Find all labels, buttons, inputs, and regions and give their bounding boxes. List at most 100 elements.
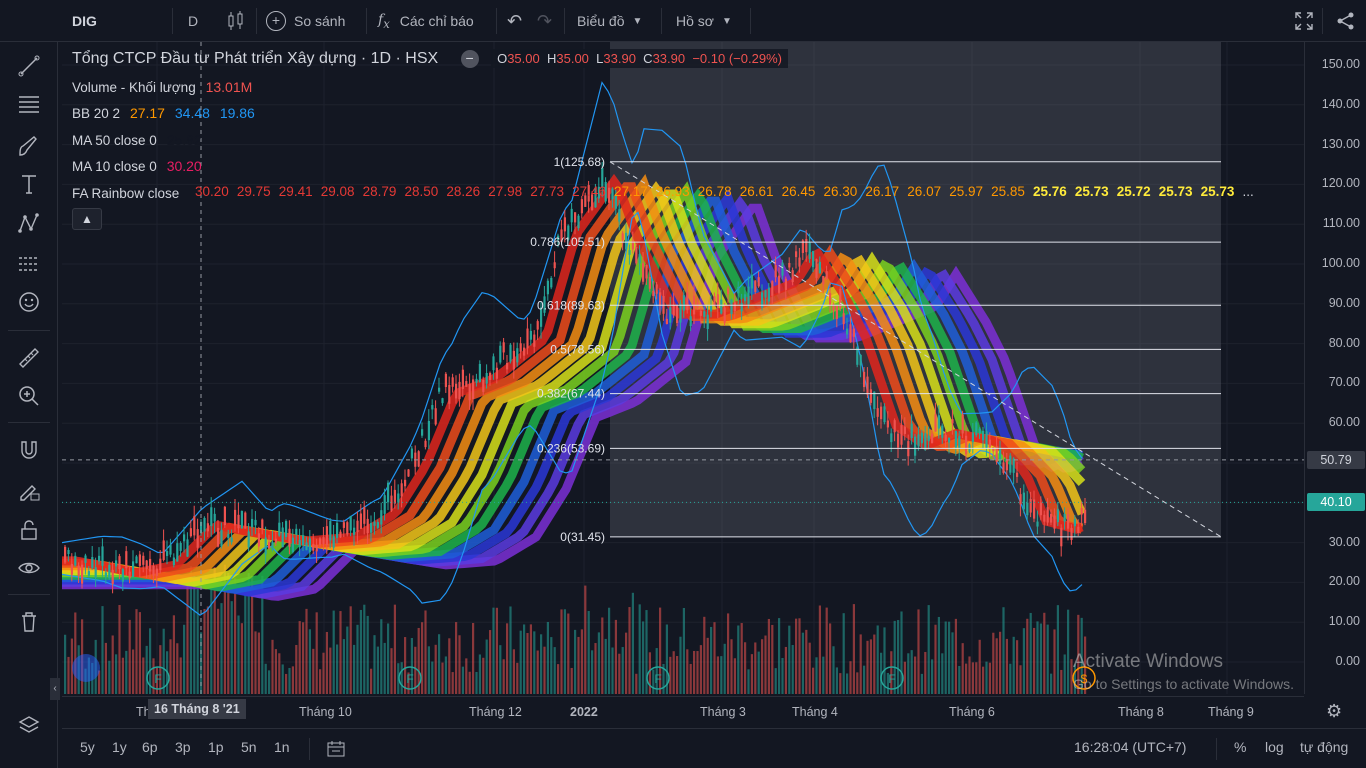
log-toggle[interactable]: log	[1265, 739, 1284, 755]
ma50-legend[interactable]: MA 50 close 0 25.82	[72, 129, 202, 151]
candle-body	[74, 555, 77, 566]
trash-icon[interactable]	[10, 604, 48, 640]
undo-icon[interactable]: ↶	[507, 10, 523, 31]
volume-bar	[852, 604, 855, 694]
volume-bar	[771, 624, 774, 694]
trend-line-icon[interactable]	[10, 48, 48, 84]
range-1n[interactable]: 1n	[274, 739, 290, 755]
range-1y[interactable]: 1y	[112, 739, 127, 755]
volume-bar	[686, 649, 689, 694]
volume-bar	[1050, 673, 1053, 694]
rainbow-value: 26.17	[865, 184, 900, 199]
interval-button[interactable]: D	[188, 13, 199, 29]
clock[interactable]: 16:28:04 (UTC+7)	[1074, 739, 1187, 755]
profile-menu[interactable]: Hồ sơ ▼	[676, 0, 732, 42]
rainbow-legend[interactable]: FA Rainbow close	[72, 182, 179, 204]
volume-bar	[611, 647, 614, 694]
volume-bar	[489, 630, 492, 694]
candle-body	[832, 304, 835, 311]
volume-bar	[414, 646, 417, 694]
price-tick-label: 20.00	[1328, 574, 1360, 589]
volume-bar	[346, 626, 349, 694]
candle-body	[495, 367, 498, 379]
unlock-icon[interactable]	[10, 512, 48, 548]
volume-bar	[567, 613, 570, 694]
toolbar-divider	[750, 8, 751, 34]
volume-bar	[635, 673, 638, 694]
volume-bar	[829, 623, 832, 694]
candle-body	[781, 262, 784, 276]
candle-body	[499, 345, 502, 363]
share-icon[interactable]	[1336, 0, 1356, 42]
range-5y[interactable]: 5y	[80, 739, 95, 755]
volume-bar	[689, 663, 692, 694]
percent-toggle[interactable]: %	[1234, 739, 1247, 755]
time-axis[interactable]: ⚙ Th Tháng 10 Tháng 12 2022 Tháng 3 Tháng 4 Th…	[62, 696, 1342, 726]
price-tick-label: 70.00	[1328, 375, 1360, 390]
fib-retracement-icon[interactable]	[10, 86, 48, 122]
chart-settings-icon[interactable]: ⚙	[1326, 701, 1343, 721]
volume-bar	[730, 639, 733, 694]
watermark-subtitle: Go to Settings to activate Windows.	[1073, 676, 1294, 692]
candle-body	[941, 425, 944, 438]
brush-icon[interactable]	[10, 128, 48, 164]
indicators-button[interactable]: fx Các chỉ báo	[378, 0, 474, 42]
earnings-marker-label: F	[154, 672, 161, 686]
volume-bar	[1033, 627, 1036, 694]
volume-bar	[370, 668, 373, 694]
emoji-icon[interactable]	[10, 284, 48, 320]
candle-body	[281, 527, 284, 548]
range-3p[interactable]: 3p	[175, 739, 191, 755]
candle-body	[533, 334, 536, 347]
volume-bar	[985, 661, 988, 694]
ruler-icon[interactable]	[10, 340, 48, 376]
volume-bar	[387, 623, 390, 694]
volume-bar	[1060, 669, 1063, 694]
candle-body	[295, 528, 298, 535]
candle-body	[642, 263, 645, 282]
candle-body	[774, 265, 777, 278]
candle-body	[931, 433, 934, 444]
volume-legend[interactable]: Volume - Khối lượng 13.01M	[72, 76, 252, 98]
auto-scale-toggle[interactable]: tự động	[1300, 739, 1349, 755]
volume-bar	[903, 661, 906, 694]
ma10-legend[interactable]: MA 10 close 0 30.20	[72, 155, 202, 177]
prediction-icon[interactable]	[10, 246, 48, 282]
candle-body	[444, 373, 447, 388]
range-1p[interactable]: 1p	[208, 739, 224, 755]
volume-bar	[213, 567, 216, 694]
eye-icon[interactable]	[10, 550, 48, 586]
redo-icon[interactable]: ↷	[537, 10, 553, 31]
pattern-icon[interactable]	[10, 206, 48, 242]
candle-body	[526, 328, 529, 349]
collapse-legend-button[interactable]: ▲	[72, 208, 102, 230]
volume-bar	[982, 666, 985, 694]
time-tick-label: Tháng 4	[792, 705, 838, 719]
price-chart[interactable]: 1(125.68) 0.786(105.51) 0.618(89.63) 0.5(78…	[62, 42, 1304, 694]
candles-icon[interactable]	[226, 0, 246, 42]
object-tree-icon[interactable]	[10, 708, 48, 744]
candle-body	[757, 277, 760, 287]
bb-legend[interactable]: BB 20 2 27.17 34.48 19.86	[72, 102, 255, 124]
chart-type-menu[interactable]: Biểu đồ ▼	[577, 0, 642, 42]
lock-drawing-icon[interactable]	[10, 472, 48, 508]
collapse-toolbar-icon[interactable]: ‹	[50, 678, 60, 700]
text-icon[interactable]	[10, 166, 48, 202]
volume-bar	[910, 650, 913, 694]
fullscreen-icon[interactable]	[1294, 0, 1314, 42]
rainbow-value: 26.61	[739, 184, 774, 199]
goto-date-icon[interactable]	[326, 739, 346, 762]
candle-body	[1073, 519, 1076, 527]
range-6p[interactable]: 6p	[142, 739, 158, 755]
volume-bar	[1012, 636, 1015, 694]
magnet-icon[interactable]	[10, 432, 48, 468]
chart-pane[interactable]: 1(125.68) 0.786(105.51) 0.618(89.63) 0.5(78…	[62, 42, 1304, 694]
range-5n[interactable]: 5n	[241, 739, 257, 755]
minus-circle-icon[interactable]: −	[460, 49, 479, 68]
zoom-in-icon[interactable]	[10, 378, 48, 414]
symbol-search[interactable]: DIG	[72, 13, 97, 29]
price-axis[interactable]: 150.00 140.00 130.00 120.00 110.00 100.00 90.0…	[1304, 42, 1366, 694]
candle-body	[125, 551, 128, 569]
compare-button[interactable]: + So sánh	[266, 0, 345, 42]
volume-bar	[523, 624, 526, 694]
